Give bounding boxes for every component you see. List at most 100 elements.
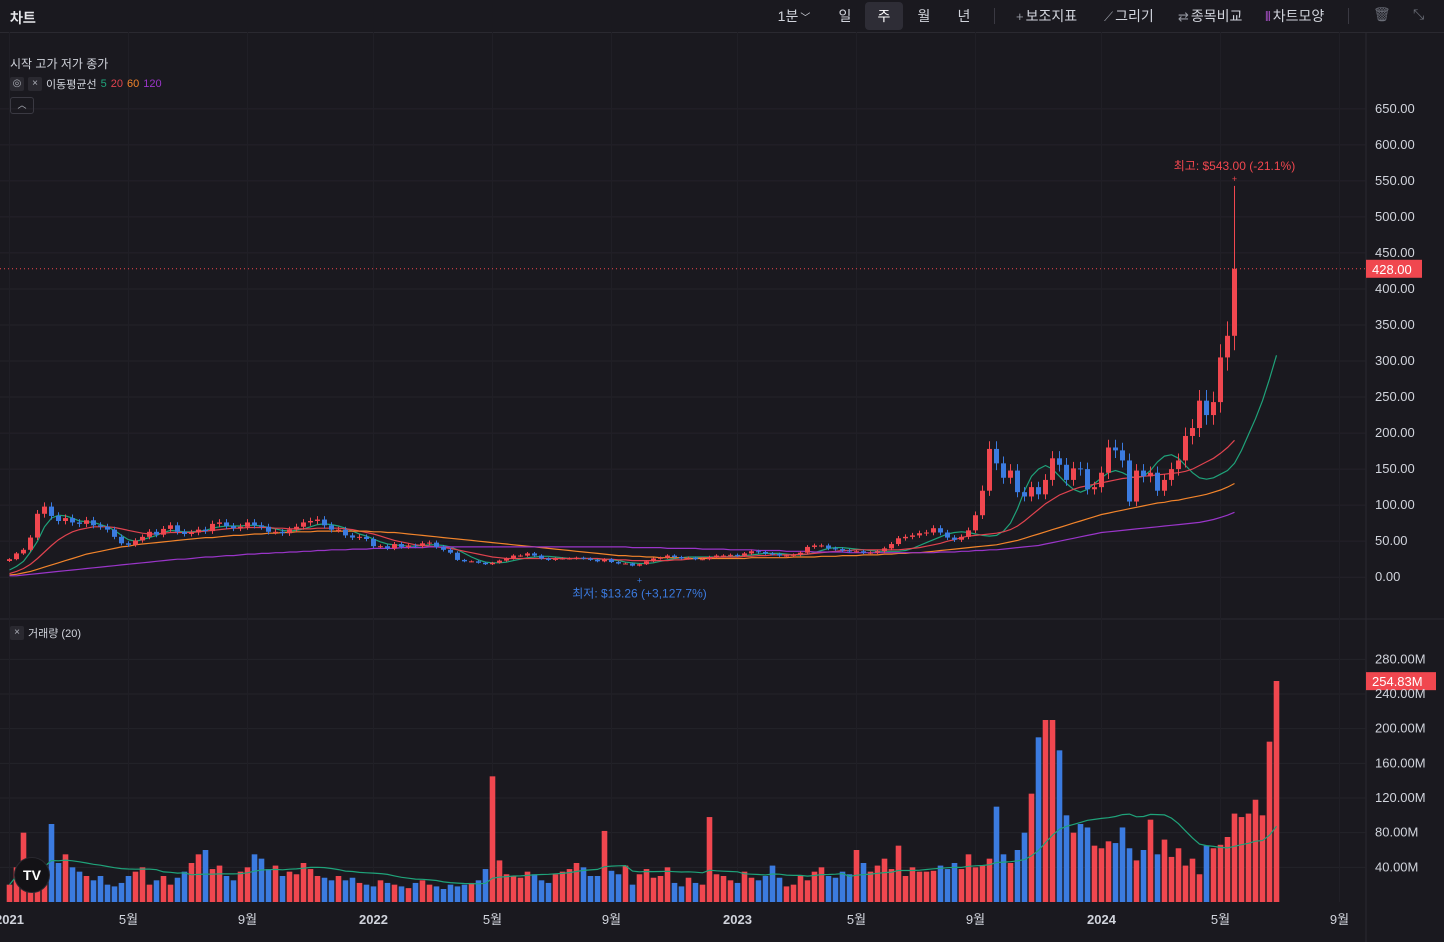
volume-tick-label: 200.00M (1375, 721, 1426, 736)
volume-bar (433, 886, 440, 902)
collapse-icon[interactable]: ⤡ (1413, 6, 1425, 22)
volume-bar (258, 858, 265, 902)
last-volume-label: 254.83M (1372, 674, 1423, 689)
volume-tick-label: 120.00M (1375, 790, 1426, 805)
candle-body (147, 531, 152, 537)
candle-body (476, 561, 481, 563)
volume-bar (307, 869, 314, 902)
volume-bar (251, 854, 258, 902)
volume-bar (223, 876, 230, 902)
volume-bar (902, 876, 909, 902)
candle-body (805, 546, 810, 553)
price-tick-label: 0.00 (1375, 569, 1400, 584)
period-tab-year[interactable]: 년 (957, 8, 971, 24)
candle-body (679, 557, 684, 559)
candle-body (1134, 470, 1139, 502)
candle-body (1029, 487, 1034, 497)
volume-bar (692, 882, 699, 902)
candle-body (987, 448, 992, 491)
candle-body (126, 543, 131, 545)
candle-body (217, 522, 222, 524)
volume-bar (426, 884, 433, 902)
volume-bar (398, 886, 405, 902)
candle-body (693, 557, 698, 560)
volume-legend-label: 거래량 (20) (28, 628, 81, 640)
compare-button[interactable]: ⇄ 종목비교 (1178, 2, 1242, 30)
candle-body (1092, 487, 1097, 490)
candle-body (210, 523, 215, 532)
chart-style-button[interactable]: ⦀ 차트모양 (1265, 2, 1324, 30)
candle-body (1204, 400, 1209, 416)
volume-bar (769, 865, 776, 902)
volume-bar (321, 877, 328, 902)
time-tick-label: 5월 (847, 912, 866, 927)
volume-bar (496, 860, 503, 902)
candle-body (798, 552, 803, 555)
volume-bar (1245, 813, 1252, 902)
candle-body (322, 519, 327, 526)
period-tab-week[interactable]: 주 (865, 2, 903, 30)
price-tick-label: 550.00 (1375, 173, 1415, 188)
volume-bar (531, 874, 538, 902)
candle-body (21, 549, 26, 554)
candle-body (840, 549, 845, 551)
legend-collapse-button[interactable]: ︿ (10, 97, 34, 114)
volume-bar (391, 884, 398, 902)
candle-body (630, 563, 635, 566)
volume-bar (1231, 813, 1238, 902)
candle-body (182, 531, 187, 534)
indicators-button[interactable]: + 보조지표 (1016, 2, 1077, 30)
period-tab-month[interactable]: 월 (917, 8, 931, 24)
candle-body (161, 528, 166, 535)
candle-body (35, 513, 40, 538)
volume-bar (874, 865, 881, 902)
candle-body (259, 525, 264, 527)
candle-body (434, 542, 439, 547)
interval-label: 1분 (777, 8, 799, 24)
candle-body (301, 522, 306, 527)
volume-bar (1000, 854, 1007, 902)
candle-body (728, 554, 733, 556)
chevron-down-icon: ﹀ (800, 13, 811, 24)
ma-line-120 (9, 511, 1235, 577)
candle-body (1225, 335, 1230, 358)
volume-bar (384, 882, 391, 902)
candle-body (714, 555, 719, 558)
trash-icon[interactable]: 🗑 (1373, 6, 1391, 22)
low-marker: + (637, 576, 642, 586)
candle-body (392, 544, 397, 549)
ma-legend-5: 5 (100, 78, 107, 90)
interval-dropdown[interactable]: 1분 ﹀ (772, 2, 816, 30)
close-icon[interactable]: × (28, 77, 42, 91)
time-tick-label: 5월 (1211, 912, 1230, 927)
time-tick-label: 5월 (119, 912, 138, 927)
volume-bar (6, 884, 13, 902)
candle-body (560, 558, 565, 560)
price-tick-label: 100.00 (1375, 497, 1415, 512)
price-tick-label: 650.00 (1375, 101, 1415, 116)
volume-bar (1238, 817, 1245, 902)
volume-bar (727, 880, 734, 902)
volume-bar (188, 863, 195, 902)
volume-bar (146, 884, 153, 902)
candle-body (140, 536, 145, 541)
volume-bar (664, 867, 671, 902)
eye-hidden-icon[interactable]: ◎ (10, 77, 24, 91)
tradingview-logo-icon[interactable]: TV (14, 857, 50, 893)
candle-body (574, 557, 579, 559)
candle-body (1190, 428, 1195, 436)
candle-body (112, 529, 117, 537)
drawing-button[interactable]: ⟋ 그리기 (1104, 2, 1154, 30)
candle-body (1043, 479, 1048, 495)
volume-bar (475, 880, 482, 902)
chart-style-label: 차트모양 (1272, 8, 1325, 24)
close-icon[interactable]: × (10, 626, 24, 640)
candle-body (966, 530, 971, 537)
volume-bar (944, 869, 951, 902)
volume-bar (545, 882, 552, 902)
volume-bar (979, 865, 986, 902)
candle-body (497, 560, 502, 563)
period-tab-day[interactable]: 일 (838, 8, 852, 24)
volume-bar (524, 871, 531, 902)
